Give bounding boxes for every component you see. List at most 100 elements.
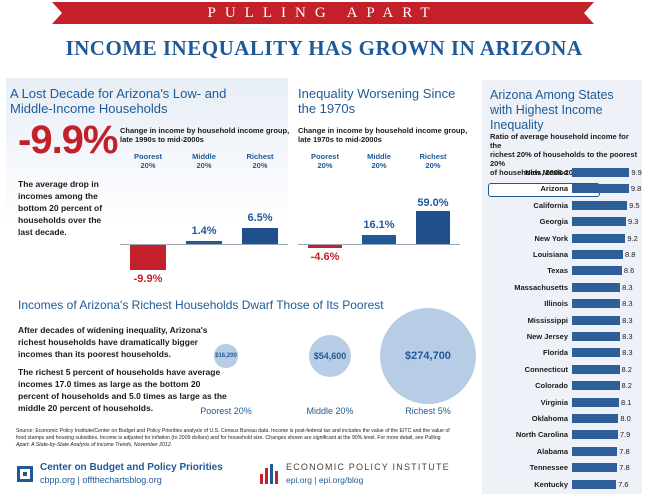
decade-paragraph-line: households over the (18, 215, 102, 225)
state-bar (572, 430, 618, 440)
state-name: Arizona (540, 184, 568, 194)
bar-category-label: Richest 20% (403, 152, 463, 170)
state-row: Florida 8.3 (486, 346, 636, 360)
decade-subtitle-line: late 1990s to mid-2000s (120, 135, 204, 144)
state-value-label: 7.6 (618, 479, 629, 489)
state-name: New Jersey (526, 332, 568, 341)
state-value-label: 7.8 (619, 463, 630, 473)
states-title-line: Arizona Among States (490, 88, 614, 102)
state-name: New Mexico (525, 168, 568, 177)
state-value-label: 8.2 (621, 381, 632, 391)
state-bar (572, 397, 619, 407)
bubble-category-label: Middle 20% (306, 406, 354, 416)
worsening-subtitle: Change in income by household income gro… (298, 126, 467, 144)
main-title: INCOME INEQUALITY HAS GROWN IN ARIZONA (65, 36, 583, 60)
chart-baseline (298, 244, 460, 245)
state-name: Georgia (539, 217, 568, 227)
richest-paragraph-line: After decades of widening inequality, Ar… (18, 325, 208, 335)
state-bar (572, 463, 618, 473)
state-row: North Carolina 7.9 (486, 428, 636, 442)
bar-category-line: 20% (371, 161, 387, 170)
state-name: Florida (542, 348, 568, 358)
chart-baseline (120, 244, 288, 245)
bar-1 (308, 245, 342, 248)
decade-paragraph: The average drop in incomes among the bo… (18, 178, 102, 238)
state-name: Oklahoma (531, 414, 568, 423)
state-bar (572, 348, 621, 358)
state-name: Massachusetts (514, 282, 568, 292)
state-value-label: 7.8 (619, 446, 630, 456)
states-title-line: with Highest Income (490, 103, 603, 117)
state-name: Louisiana (532, 250, 568, 259)
bar-3 (242, 227, 278, 244)
state-bar (572, 168, 630, 177)
bubble-3: $274,700 (380, 308, 476, 404)
states-subtitle-line: richest 20% of households to the poorest… (490, 150, 638, 168)
bubble-category-label: Richest 5% (405, 406, 451, 416)
state-name: Illinois (544, 299, 568, 309)
bar-category-label: Middle 20% (349, 152, 409, 170)
bar-3 (416, 210, 450, 244)
cbpp-name: Center on Budget and Policy Priorities (40, 462, 223, 473)
decade-title: A Lost Decade for Arizona's Low- and Mid… (10, 86, 226, 116)
bar-value-label: 6.5% (247, 211, 273, 224)
state-row: New Jersey 8.3 (486, 330, 636, 344)
richest-paragraph-1: After decades of widening inequality, Ar… (18, 324, 208, 360)
bar-category-line: Middle (192, 152, 216, 161)
state-bar (572, 381, 620, 391)
state-value-label: 8.6 (623, 266, 635, 276)
source-line: Source: Economic Policy Institute/Center… (16, 428, 450, 434)
state-bar (572, 282, 621, 292)
bar-category-line: Poorest (311, 152, 339, 161)
bar-value-label: 16.1% (363, 218, 395, 231)
bubble-value-label: $54,600 (313, 350, 347, 361)
bar-category-label: Poorest 20% (118, 152, 178, 170)
cbpp-url-link[interactable]: cbpp.org | offthechartsblog.org (40, 475, 162, 485)
header-banner: PULLING APART (52, 2, 594, 24)
state-value-label: 8.3 (622, 315, 633, 325)
state-value-label: 8.0 (620, 414, 631, 423)
state-value-label: 9.5 (629, 200, 640, 210)
richest-paragraph-line: richest households have dramatically big… (18, 337, 198, 347)
state-row: Virginia 8.1 (486, 396, 636, 410)
state-value-label: 8.3 (622, 348, 633, 358)
state-row: Massachusetts 8.3 (486, 281, 636, 295)
bar-value-label: -9.9% (133, 272, 163, 285)
state-name: California (533, 200, 568, 210)
state-row: Texas 8.6 (486, 264, 636, 278)
state-name: Virginia (540, 397, 568, 407)
state-value-label: 8.3 (622, 299, 633, 309)
bubble-2: $54,600 (308, 334, 352, 378)
state-row: Arizona 9.8 (486, 182, 641, 196)
state-bar (572, 364, 620, 374)
state-bar (572, 414, 619, 423)
bar-category-line: 20% (317, 161, 333, 170)
bar-category-line: Middle (367, 152, 391, 161)
state-bar (572, 299, 621, 309)
bar-category-line: Richest (246, 152, 274, 161)
bubble-value-label: $16,200 (215, 352, 237, 359)
state-value-label: 8.3 (622, 282, 633, 292)
bar-category-line: 20% (140, 161, 156, 170)
state-row: Colorado 8.2 (486, 379, 636, 393)
state-row: Tennessee 7.8 (486, 461, 636, 475)
state-bar (572, 479, 617, 489)
bubble-1: $16,200 (214, 344, 238, 368)
state-row: Illinois 8.3 (486, 297, 636, 311)
worsening-title-line: the 1970s (298, 101, 356, 116)
state-row: Alabama 7.8 (486, 445, 636, 459)
state-bar (572, 184, 629, 194)
richest-title: Incomes of Arizona's Richest Households … (18, 298, 384, 312)
epi-url-link[interactable]: epi.org | epi.org/blog (286, 475, 364, 485)
state-name: Alabama (536, 446, 568, 456)
bubble-category-label: Poorest 20% (200, 406, 252, 416)
richest-paragraph-line: incomes 17.0 times as large as the botto… (18, 379, 201, 389)
state-bar (572, 446, 618, 456)
state-name: Texas (547, 266, 568, 276)
decade-paragraph-line: bottom 20 percent of (18, 203, 103, 213)
state-bar (572, 315, 621, 325)
source-line: food stamps and housing subsidies. Incom… (16, 435, 441, 441)
state-name: North Carolina (515, 430, 568, 440)
state-row: Mississippi 8.3 (486, 314, 636, 328)
state-bar (572, 266, 622, 276)
